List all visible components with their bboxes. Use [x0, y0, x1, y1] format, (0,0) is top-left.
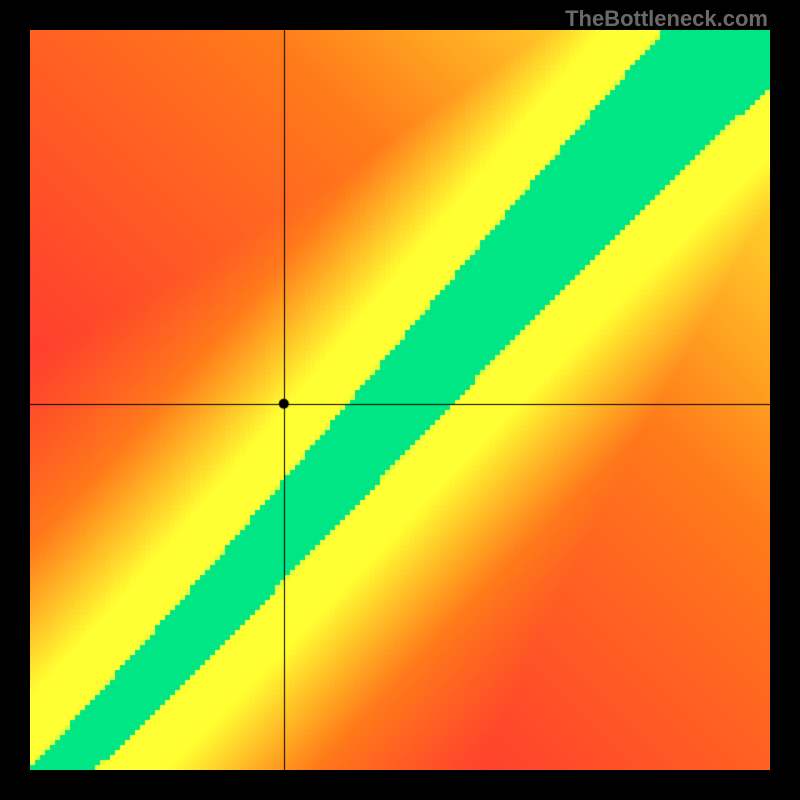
chart-container: TheBottleneck.com	[0, 0, 800, 800]
bottleneck-heatmap	[30, 30, 770, 770]
watermark-text: TheBottleneck.com	[565, 6, 768, 32]
